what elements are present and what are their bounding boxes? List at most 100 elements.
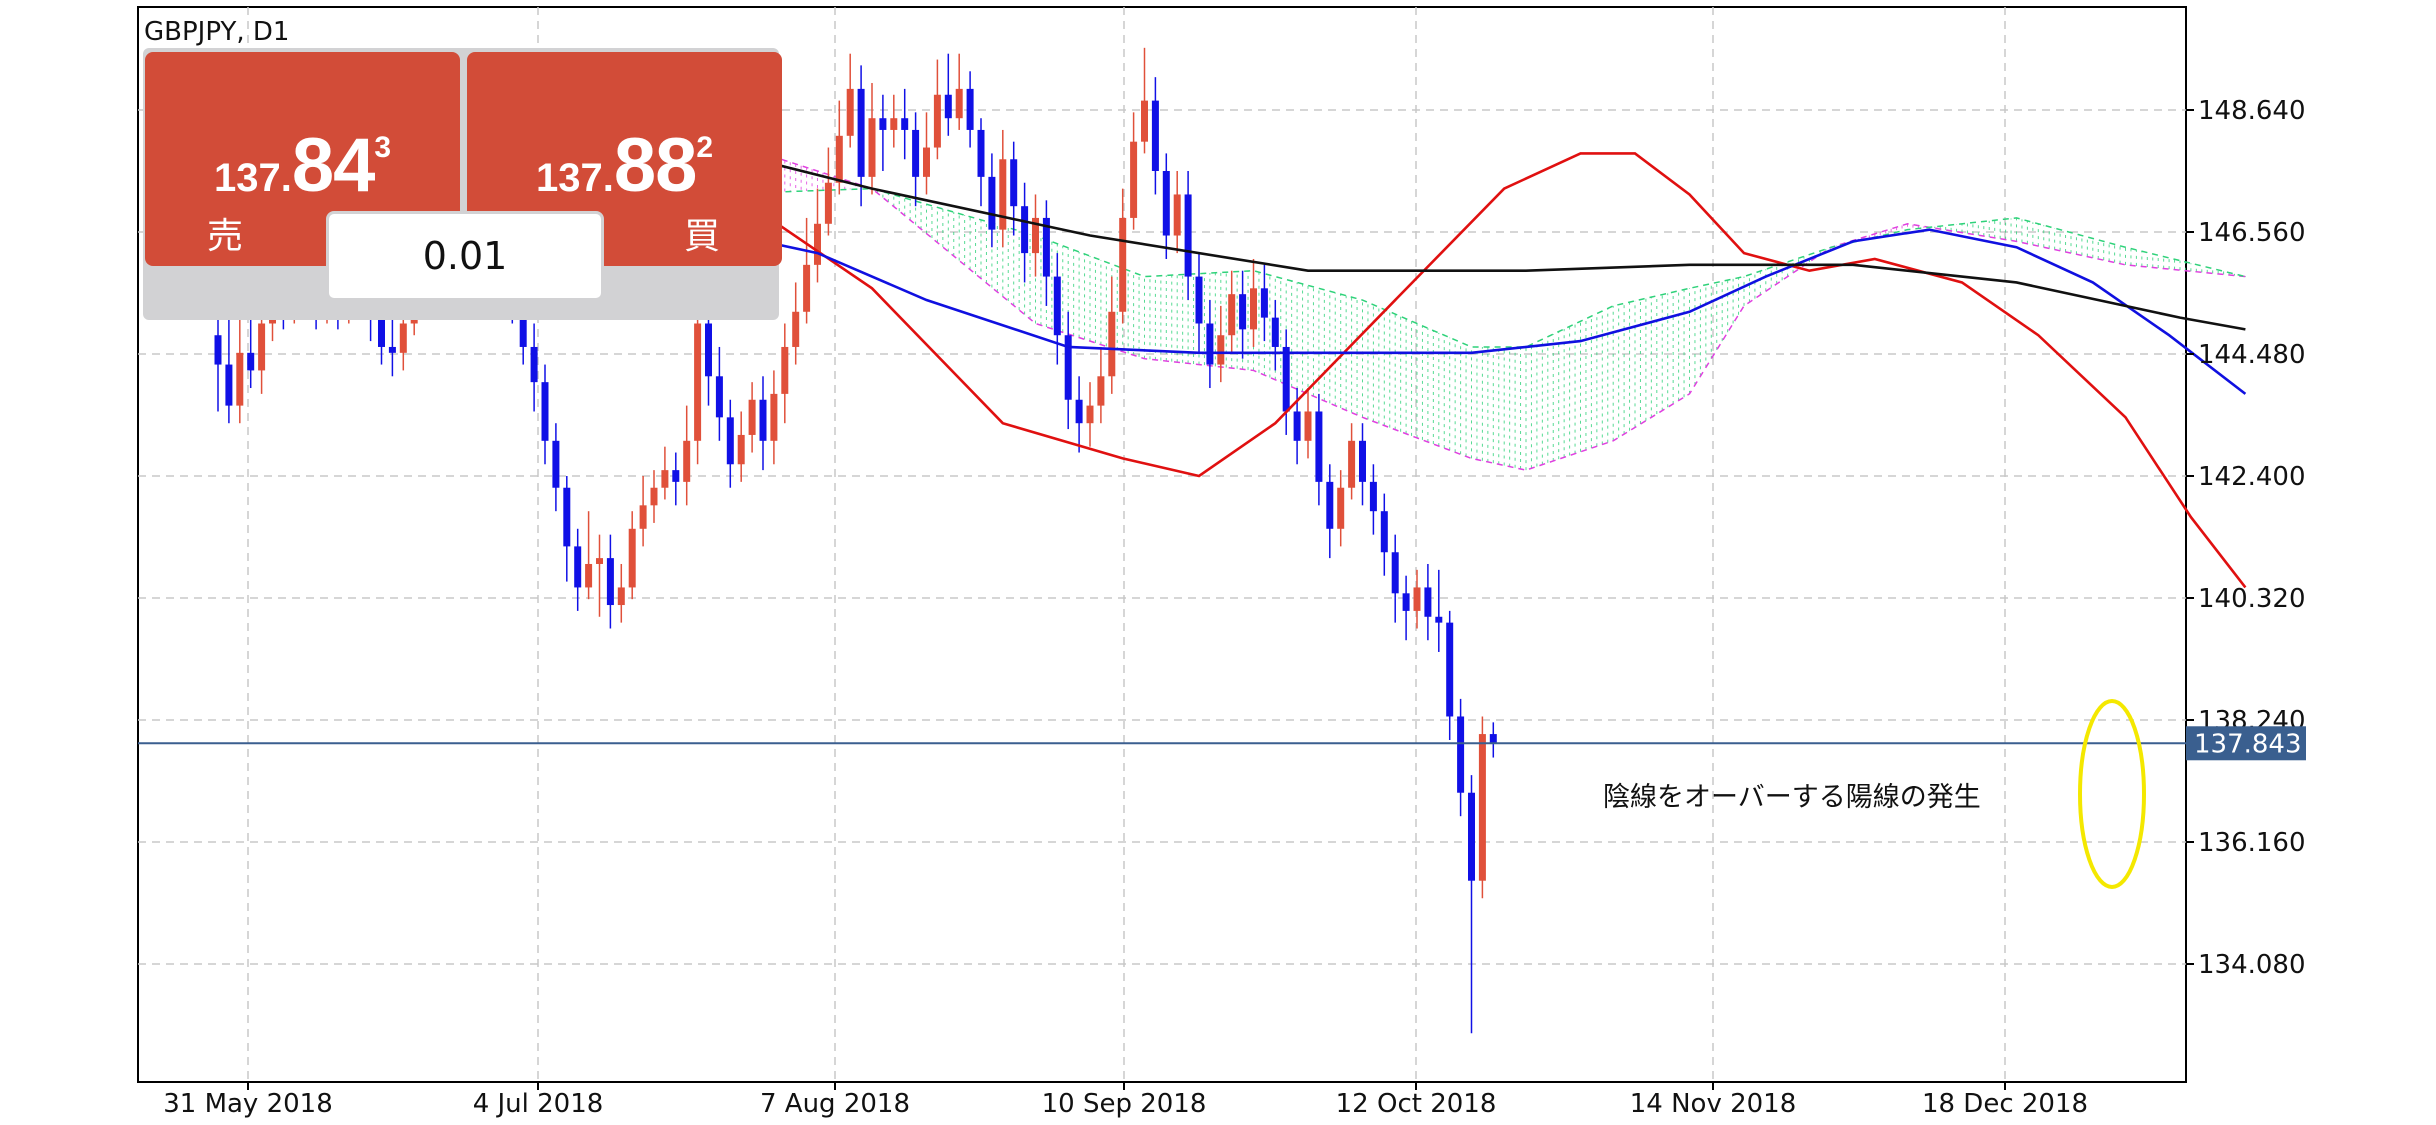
- x-tick-label: 12 Oct 2018: [1336, 1089, 1497, 1119]
- candle-body: [683, 440, 691, 482]
- candle: [999, 129, 1007, 248]
- candle: [1250, 258, 1257, 347]
- candle: [1130, 112, 1138, 230]
- candle: [1489, 722, 1497, 758]
- candle-body: [1478, 734, 1486, 881]
- candle: [1097, 346, 1105, 424]
- candle-body: [1184, 194, 1192, 277]
- candle: [1021, 182, 1029, 283]
- candle: [1108, 276, 1116, 394]
- candle: [1348, 423, 1356, 500]
- candle-body: [977, 129, 985, 177]
- candle-body: [1489, 734, 1497, 743]
- candle: [857, 65, 865, 207]
- candle-body: [803, 264, 811, 312]
- y-axis: 148.640146.560144.480142.400140.320138.2…: [2186, 96, 2306, 980]
- candle-body: [824, 182, 832, 224]
- candle-body: [1326, 481, 1334, 529]
- candle-body: [661, 470, 669, 488]
- x-tick-label: 14 Nov 2018: [1630, 1089, 1797, 1119]
- candle: [1141, 47, 1148, 154]
- y-tick-label: 140.320: [2198, 584, 2306, 614]
- candle: [1337, 470, 1345, 547]
- candle: [628, 511, 636, 600]
- lot-size-input[interactable]: 0.01: [326, 211, 604, 301]
- candle-body: [726, 417, 734, 465]
- candle: [596, 534, 603, 617]
- candle: [923, 112, 930, 195]
- highlight-ellipse: [2078, 699, 2146, 889]
- candle-body: [1097, 376, 1105, 406]
- candle: [748, 382, 756, 453]
- candle-body: [1195, 276, 1203, 324]
- candle-body: [585, 563, 593, 588]
- candle: [1064, 311, 1072, 430]
- candle-body: [966, 88, 974, 130]
- candle: [1326, 464, 1334, 559]
- candle: [1184, 171, 1192, 301]
- candle: [715, 346, 723, 441]
- current-price-tag: 137.843: [2186, 726, 2306, 761]
- x-tick-label: 4 Jul 2018: [473, 1089, 604, 1119]
- candle: [1239, 270, 1247, 359]
- candle-body: [1141, 100, 1148, 142]
- candle-body: [781, 346, 789, 394]
- candle: [792, 282, 800, 365]
- candle-body: [857, 88, 865, 177]
- candle-body: [225, 364, 233, 406]
- candle-body: [650, 487, 658, 506]
- candle-body: [1402, 593, 1410, 611]
- chart-annotation: 陰線をオーバーする陽線の発生: [1603, 782, 1981, 813]
- candle-body: [890, 118, 898, 130]
- candle: [770, 370, 778, 465]
- candle: [933, 59, 941, 160]
- candle: [1206, 300, 1214, 389]
- moving-average-1: [707, 152, 2247, 589]
- x-tick-label: 7 Aug 2018: [760, 1089, 910, 1119]
- candle-body: [1075, 399, 1083, 424]
- candle-body: [1053, 276, 1061, 336]
- candle-body: [596, 558, 603, 564]
- candle: [1151, 77, 1159, 195]
- candle: [694, 305, 702, 465]
- candle-body: [846, 88, 854, 136]
- candle-body: [1348, 440, 1356, 488]
- candle: [846, 53, 854, 148]
- candle: [1380, 493, 1388, 576]
- candle-body: [1424, 587, 1432, 617]
- candle: [1457, 698, 1465, 817]
- candle-body: [955, 88, 963, 119]
- candle: [1260, 264, 1268, 342]
- y-tick-label: 144.480: [2198, 340, 2306, 370]
- candle: [530, 323, 538, 412]
- candle-body: [1217, 335, 1225, 365]
- candle-body: [759, 399, 767, 441]
- candle: [726, 399, 734, 488]
- candle: [1468, 775, 1475, 1034]
- candle: [944, 53, 952, 136]
- candle: [1119, 188, 1127, 324]
- candle-body: [1380, 511, 1388, 553]
- candle-body: [933, 94, 941, 148]
- candle: [1162, 153, 1170, 259]
- buy-price: 137.882: [535, 123, 714, 208]
- candle-body: [923, 147, 930, 177]
- candle-body: [770, 393, 778, 441]
- y-tick-label: 146.560: [2198, 218, 2306, 248]
- cloud-span-line: [708, 187, 2246, 348]
- sell-label: 売: [207, 216, 244, 257]
- candle: [1075, 376, 1083, 453]
- candle: [824, 147, 832, 236]
- candle: [1413, 569, 1421, 629]
- candle: [1282, 329, 1290, 435]
- candle-body: [1260, 288, 1268, 318]
- candle: [1359, 423, 1366, 506]
- candle: [814, 188, 821, 283]
- candle-body: [988, 176, 996, 230]
- buy-label: 買: [683, 216, 720, 257]
- cloud-span-line: [708, 135, 2246, 471]
- candle: [225, 317, 233, 424]
- candle: [759, 376, 767, 471]
- buy-button[interactable]: 137.882 買: [467, 52, 782, 266]
- candle-body: [1446, 622, 1454, 717]
